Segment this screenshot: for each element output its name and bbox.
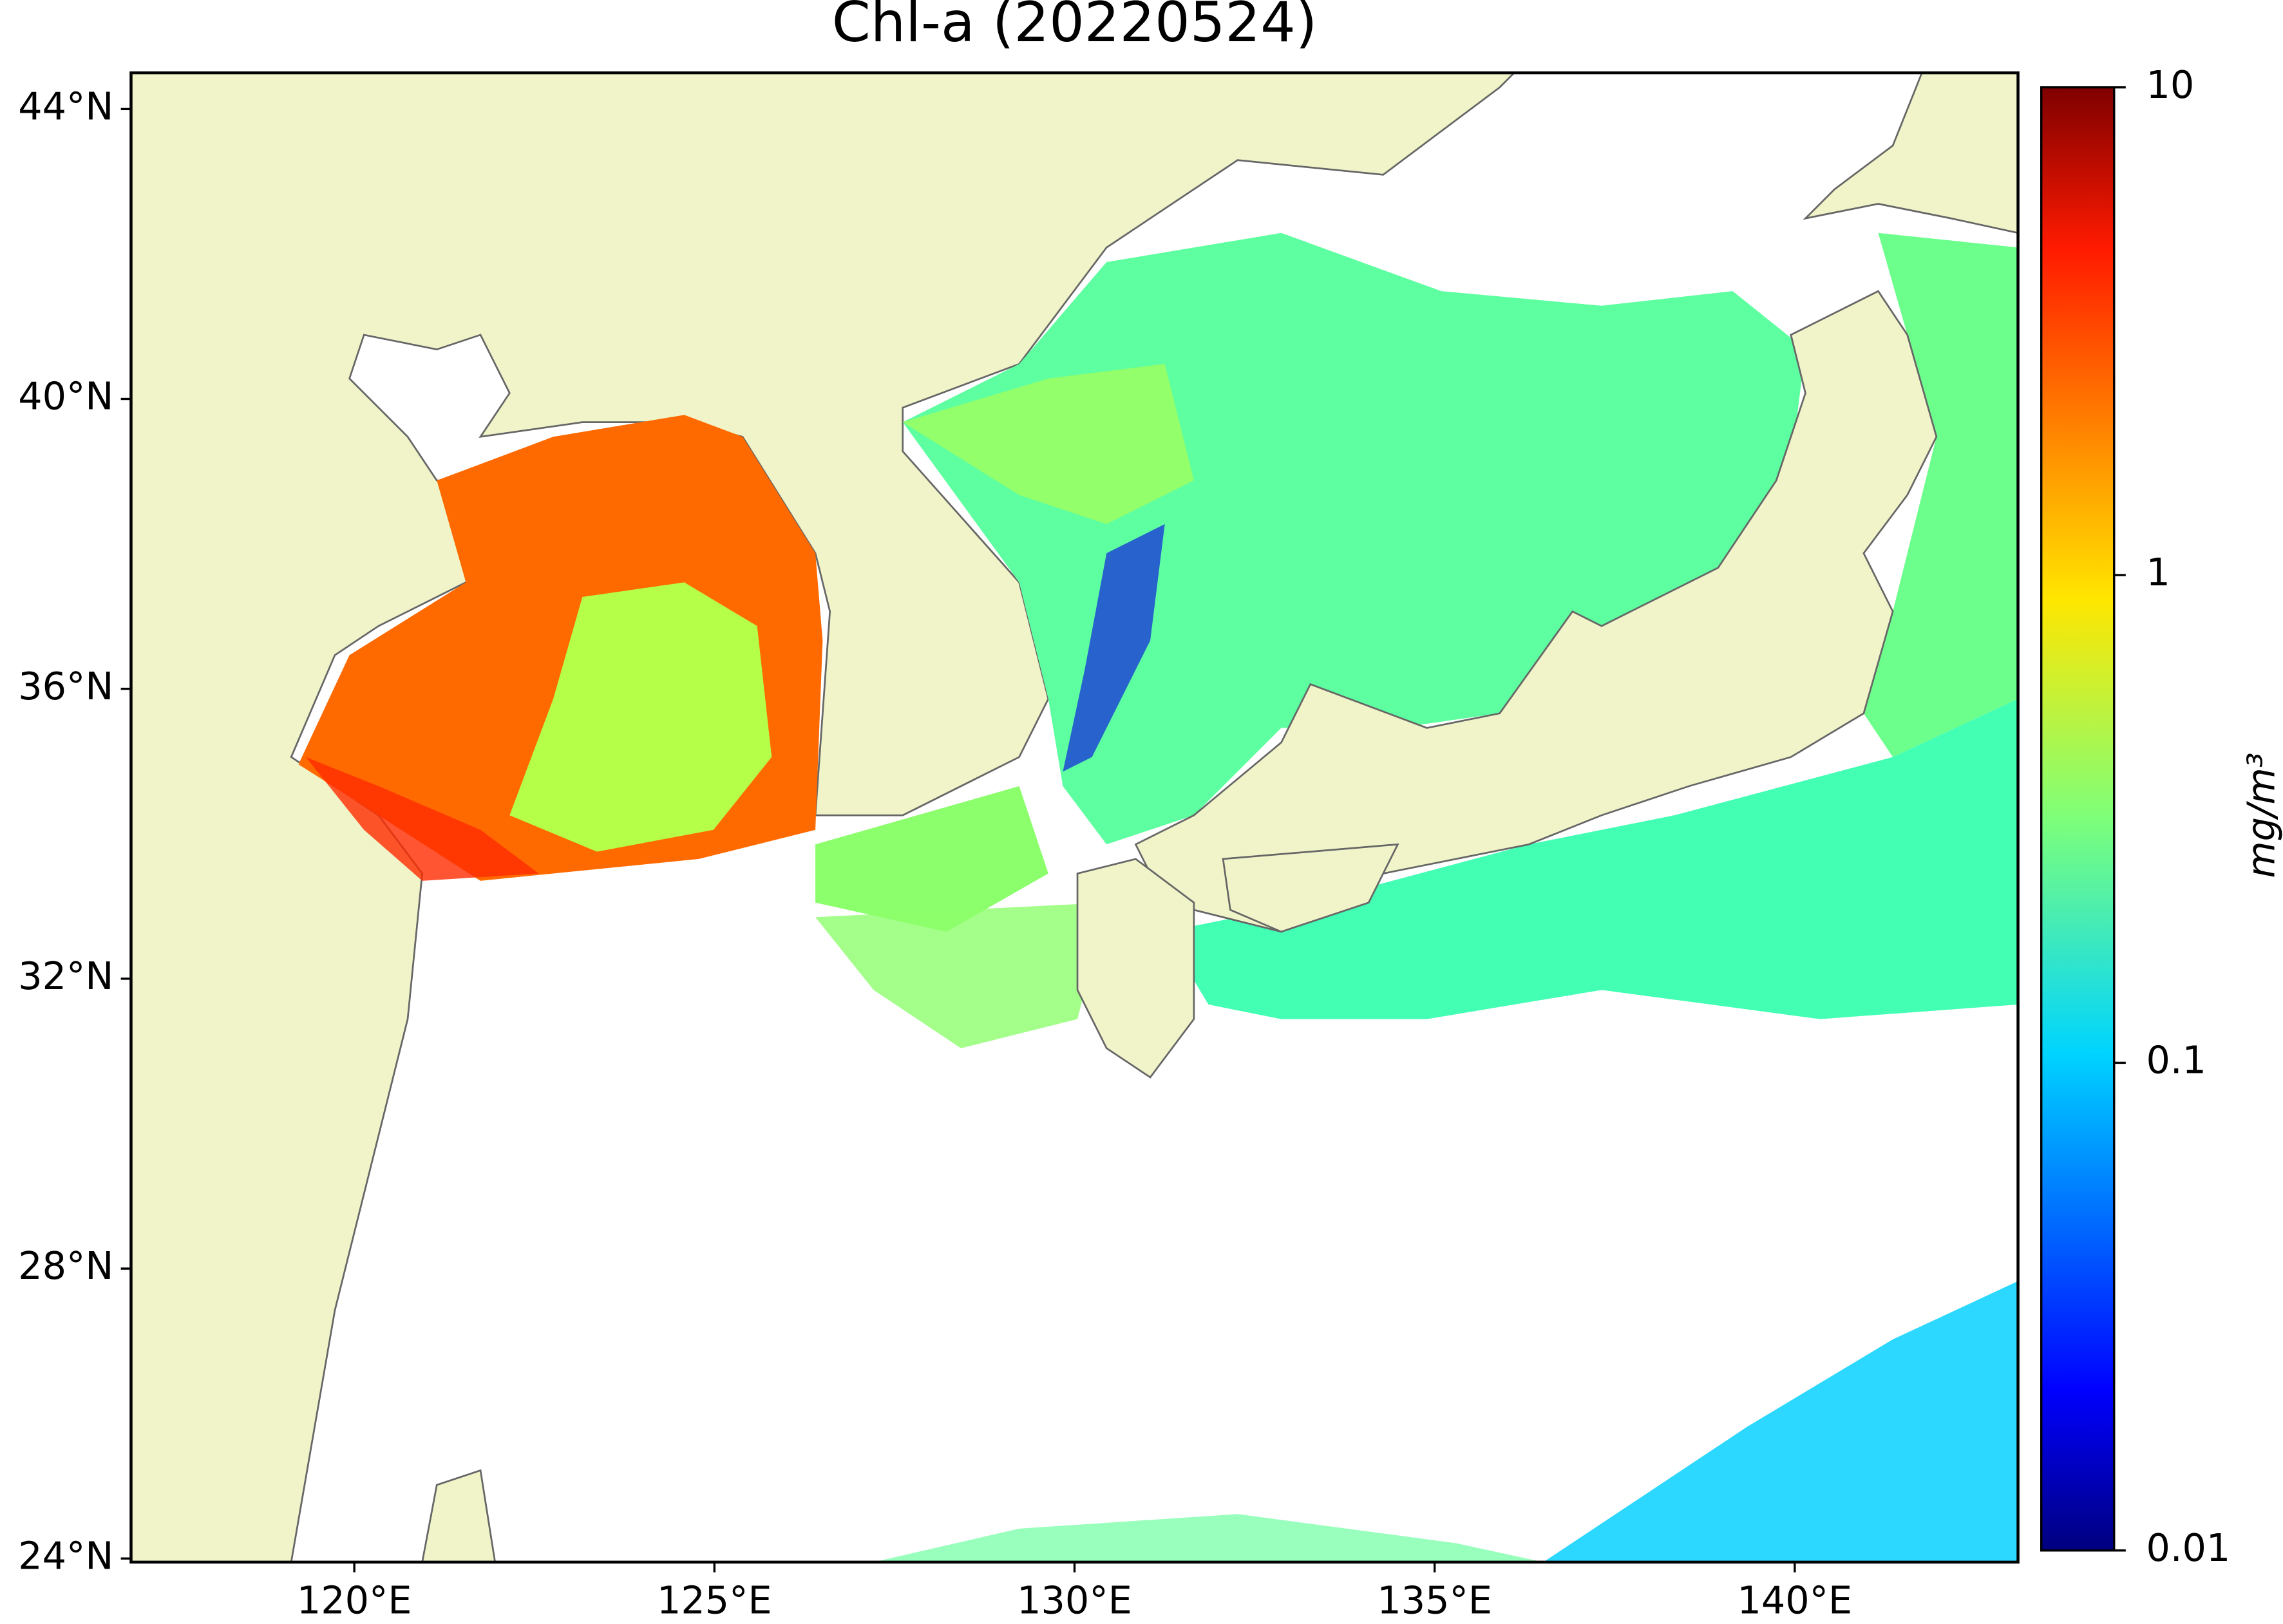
y-tick-label: 32°N bbox=[18, 954, 113, 998]
y-tick-label: 40°N bbox=[18, 374, 113, 419]
chl-patch bbox=[1164, 699, 2018, 1019]
taiwan bbox=[421, 1469, 497, 1562]
chl-patch bbox=[509, 582, 772, 852]
hokkaido bbox=[1803, 73, 2018, 234]
chl-patch bbox=[1863, 232, 2018, 757]
chl-patch bbox=[1063, 524, 1165, 772]
chl-patch bbox=[815, 786, 1048, 932]
colorbar-tick-label: 10 bbox=[2146, 62, 2194, 107]
chl-patch bbox=[305, 757, 539, 881]
kyushu bbox=[1076, 858, 1195, 1079]
x-tick-label: 120°E bbox=[297, 1578, 412, 1622]
x-tick-label: 140°E bbox=[1737, 1578, 1852, 1622]
chl-patch bbox=[873, 1514, 1544, 1562]
colorbar bbox=[2040, 86, 2116, 1552]
y-tick-label: 36°N bbox=[18, 664, 113, 708]
chl-patch bbox=[1543, 1281, 2018, 1562]
colorbar-label: mg/m³ bbox=[2239, 753, 2283, 878]
x-tick-label: 130°E bbox=[1017, 1578, 1132, 1622]
map-area bbox=[131, 73, 2018, 1562]
y-tick-label: 44°N bbox=[18, 84, 113, 128]
chl-patch bbox=[902, 364, 1194, 524]
x-tick-label: 125°E bbox=[657, 1578, 772, 1622]
colorbar-tick-label: 1 bbox=[2146, 550, 2170, 594]
chl-patch bbox=[815, 902, 1107, 1048]
y-tick-label: 24°N bbox=[18, 1533, 113, 1578]
shikoku bbox=[1222, 843, 1399, 933]
colorbar-tick-label: 0.01 bbox=[2146, 1525, 2230, 1570]
y-tick-label: 28°N bbox=[18, 1243, 113, 1288]
x-tick-label: 135°E bbox=[1377, 1578, 1492, 1622]
map-title: Chl-a (20220524) bbox=[832, 0, 1318, 55]
colorbar-tick-label: 0.1 bbox=[2146, 1038, 2206, 1082]
